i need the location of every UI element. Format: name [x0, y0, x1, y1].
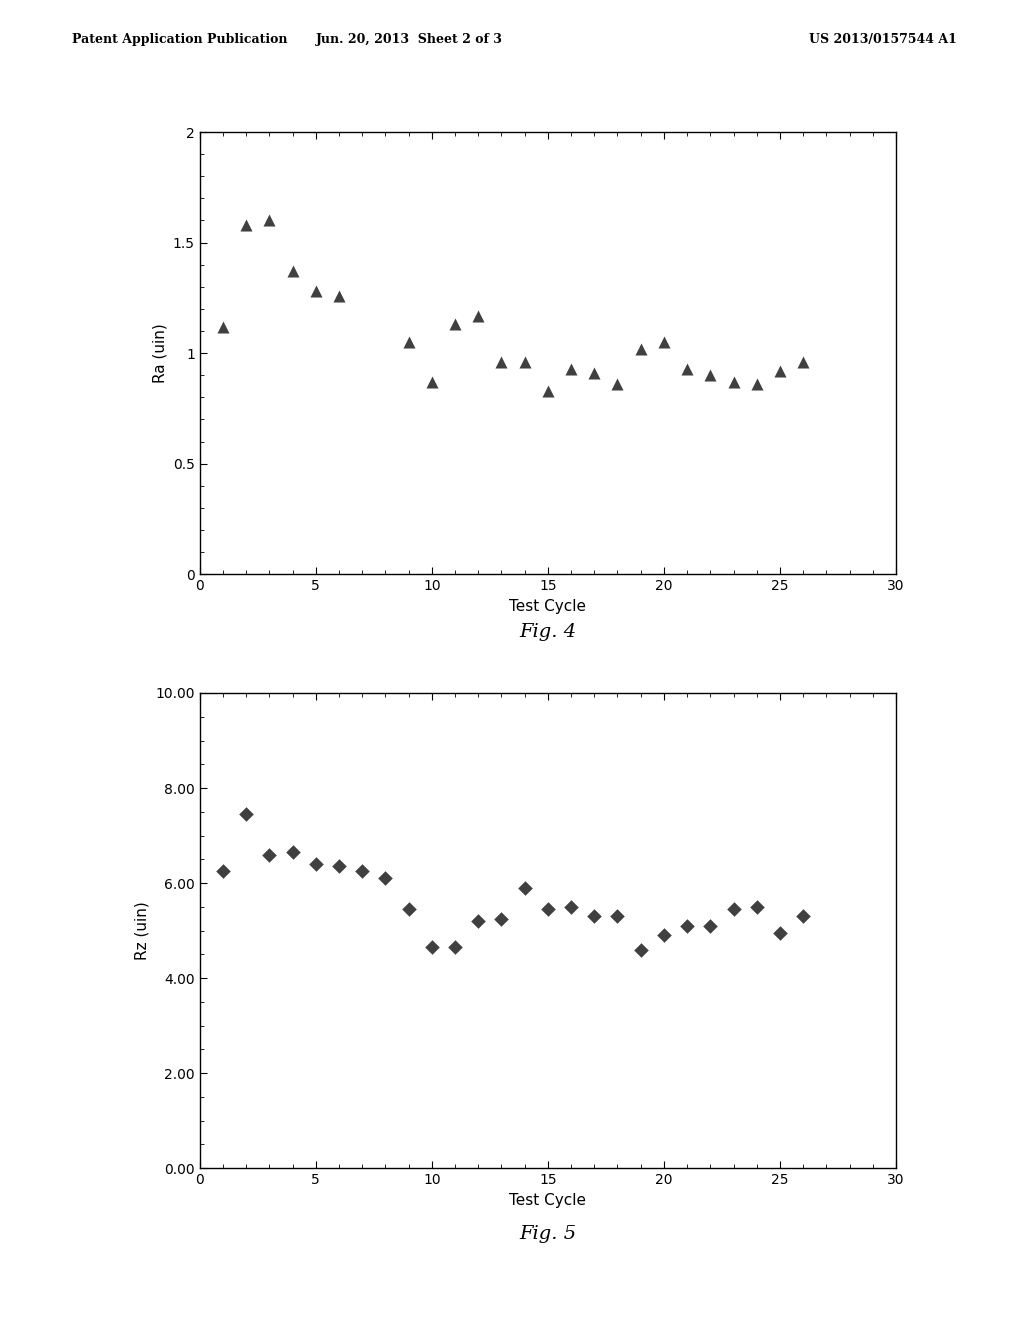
Point [446, 937, 463, 958]
Y-axis label: Rz (uin): Rz (uin) [135, 902, 150, 960]
Point [702, 364, 719, 385]
Point [285, 842, 301, 863]
Point [470, 911, 486, 932]
Point [494, 908, 510, 929]
Point [470, 305, 486, 326]
X-axis label: Test Cycle: Test Cycle [509, 598, 587, 614]
Point [749, 374, 765, 395]
Point [563, 896, 580, 917]
Point [586, 906, 602, 927]
Text: Patent Application Publication: Patent Application Publication [72, 33, 287, 46]
Point [540, 380, 556, 401]
Point [424, 937, 440, 958]
Point [261, 843, 278, 865]
Point [516, 878, 532, 899]
Point [238, 804, 254, 825]
Point [446, 314, 463, 335]
Point [238, 214, 254, 235]
Point [377, 867, 393, 888]
Text: Jun. 20, 2013  Sheet 2 of 3: Jun. 20, 2013 Sheet 2 of 3 [316, 33, 503, 46]
Point [215, 861, 231, 882]
Point [725, 899, 741, 920]
Point [679, 915, 695, 936]
Point [516, 351, 532, 372]
Point [307, 854, 324, 875]
Text: Fig. 5: Fig. 5 [519, 1225, 577, 1243]
Point [563, 358, 580, 379]
Point [633, 338, 649, 359]
Point [400, 899, 417, 920]
Point [633, 939, 649, 960]
Point [331, 855, 347, 876]
Point [772, 360, 788, 381]
Text: US 2013/0157544 A1: US 2013/0157544 A1 [809, 33, 956, 46]
Point [749, 896, 765, 917]
Point [540, 899, 556, 920]
Point [725, 371, 741, 392]
Point [354, 861, 371, 882]
Point [215, 315, 231, 337]
Point [655, 331, 672, 352]
Point [400, 331, 417, 352]
Point [655, 925, 672, 946]
X-axis label: Test Cycle: Test Cycle [509, 1192, 587, 1208]
Point [424, 371, 440, 392]
Point [609, 374, 626, 395]
Point [795, 906, 811, 927]
Point [586, 363, 602, 384]
Point [331, 285, 347, 306]
Text: Fig. 4: Fig. 4 [519, 623, 577, 642]
Point [795, 351, 811, 372]
Point [702, 915, 719, 936]
Point [307, 281, 324, 302]
Point [609, 906, 626, 927]
Point [494, 351, 510, 372]
Point [772, 923, 788, 944]
Y-axis label: Ra (uin): Ra (uin) [153, 323, 167, 383]
Point [679, 358, 695, 379]
Point [261, 210, 278, 231]
Point [285, 261, 301, 282]
